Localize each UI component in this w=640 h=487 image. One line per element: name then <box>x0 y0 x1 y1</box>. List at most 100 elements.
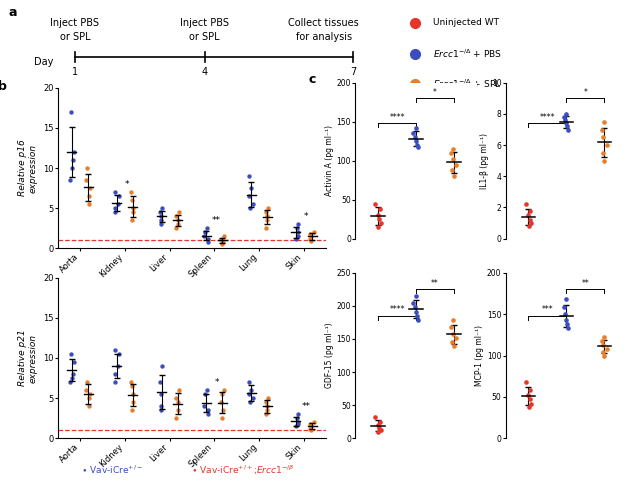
Point <box>156 406 166 414</box>
Y-axis label: Activin A (pg ml⁻¹): Activin A (pg ml⁻¹) <box>324 125 333 196</box>
Text: **: ** <box>582 279 589 288</box>
Point <box>413 143 423 150</box>
Point <box>292 232 303 240</box>
Point <box>408 299 419 306</box>
Text: **: ** <box>301 402 311 411</box>
Point <box>371 413 381 421</box>
Point <box>245 398 255 406</box>
Point <box>598 149 608 157</box>
Point <box>199 402 209 410</box>
Point <box>157 205 167 212</box>
Point <box>410 133 420 141</box>
Point <box>65 378 76 386</box>
Point <box>561 119 572 127</box>
Point <box>263 205 273 212</box>
Point <box>559 303 569 311</box>
Point <box>68 156 78 164</box>
Point <box>305 420 316 428</box>
Point <box>68 370 78 378</box>
Point <box>408 130 419 137</box>
Text: **: ** <box>212 216 221 225</box>
Point <box>561 295 572 303</box>
Point <box>376 219 386 227</box>
Point <box>292 228 303 236</box>
Text: 4: 4 <box>202 67 208 77</box>
Text: ****: **** <box>389 305 404 314</box>
Point <box>204 406 214 414</box>
Point <box>204 235 214 243</box>
Point <box>262 406 273 414</box>
Text: Uninjected WT: Uninjected WT <box>433 19 499 27</box>
Point <box>374 205 385 213</box>
Point <box>563 324 573 332</box>
Point <box>446 149 456 157</box>
Point <box>174 208 184 216</box>
Point <box>245 205 255 212</box>
Point <box>451 334 461 341</box>
Text: $\bullet$ Vav-iCre$^{+/-}$: $\bullet$ Vav-iCre$^{+/-}$ <box>81 464 143 476</box>
Point <box>526 400 536 408</box>
Point <box>109 188 120 196</box>
Point <box>81 386 92 394</box>
Point <box>113 362 124 370</box>
Point <box>261 398 271 406</box>
Point <box>260 225 271 232</box>
Text: ****: **** <box>389 113 404 122</box>
Point <box>244 172 255 180</box>
Point <box>410 303 420 311</box>
Point <box>262 216 273 224</box>
Point <box>524 403 534 411</box>
Point <box>413 317 423 324</box>
Point <box>126 378 136 386</box>
Point <box>218 238 228 246</box>
Point <box>156 216 166 224</box>
Text: **: ** <box>431 279 439 288</box>
Text: 7: 7 <box>350 67 356 77</box>
Point <box>412 312 422 319</box>
Point <box>447 155 458 163</box>
Point <box>244 390 254 398</box>
Point <box>157 362 167 370</box>
Point <box>411 292 421 300</box>
Point <box>246 184 256 192</box>
Text: $\bullet$ Vav-iCre$^{+/+}$;$Ercc1^{-/\beta}$: $\bullet$ Vav-iCre$^{+/+}$;$Ercc1^{-/\be… <box>191 463 295 477</box>
Point <box>127 216 137 224</box>
Point <box>114 192 124 200</box>
Point <box>305 230 316 238</box>
Point <box>523 211 533 219</box>
Point <box>200 228 210 236</box>
Point <box>84 402 94 410</box>
Text: or SPL: or SPL <box>60 33 90 42</box>
Point <box>448 317 458 324</box>
Y-axis label: IL1-β (pg ml⁻¹): IL1-β (pg ml⁻¹) <box>480 133 489 188</box>
Point <box>244 192 254 200</box>
Point <box>602 345 612 353</box>
Point <box>374 418 385 426</box>
Point <box>81 164 92 172</box>
Point <box>306 427 316 434</box>
Point <box>204 238 214 246</box>
Point <box>374 215 385 223</box>
Point <box>219 232 229 240</box>
Text: ****: **** <box>540 113 555 122</box>
Point <box>81 378 92 386</box>
Text: Day: Day <box>34 57 53 67</box>
Point <box>309 228 319 236</box>
Point <box>113 200 124 208</box>
Text: c: c <box>309 74 316 86</box>
Point <box>128 205 138 212</box>
Point <box>156 220 166 228</box>
Point <box>67 350 77 358</box>
Point <box>83 394 93 402</box>
Point <box>526 219 536 227</box>
Point <box>563 126 573 133</box>
Point <box>217 414 227 422</box>
Y-axis label: Relative p21
expression: Relative p21 expression <box>18 330 37 386</box>
Point <box>204 410 214 418</box>
Point <box>305 232 316 240</box>
Point <box>248 394 258 402</box>
Point <box>156 390 166 398</box>
Text: *: * <box>214 378 219 387</box>
Point <box>218 406 228 414</box>
Point <box>216 390 227 398</box>
